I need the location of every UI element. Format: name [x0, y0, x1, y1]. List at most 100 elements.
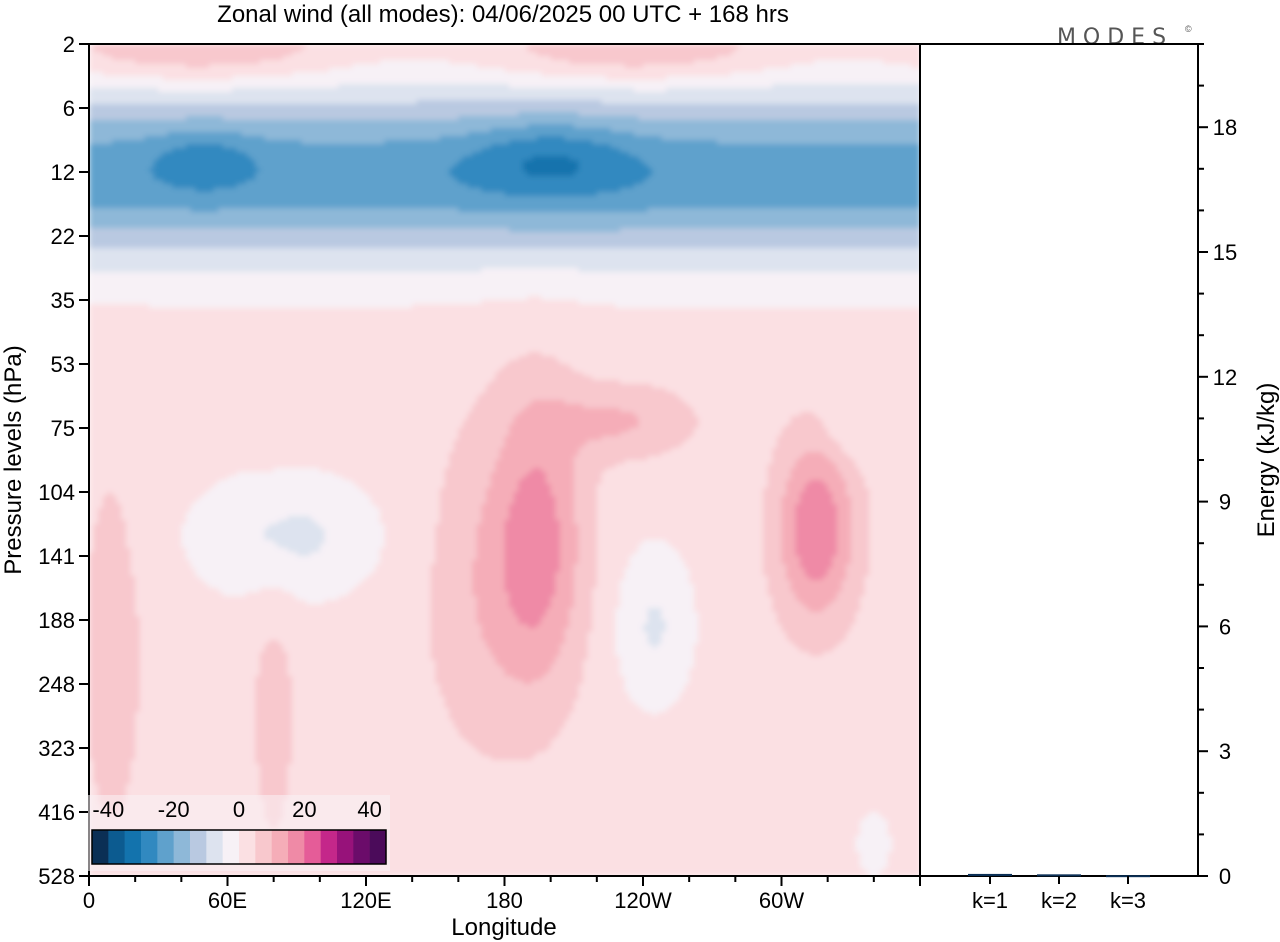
heat-cell [795, 44, 801, 49]
heat-cell [550, 116, 556, 121]
heat-cell [541, 76, 547, 81]
heat-cell [426, 136, 432, 141]
heat-cell [342, 124, 349, 129]
heat-cell [763, 76, 769, 81]
heat-cell [486, 108, 492, 113]
heat-cell [232, 44, 238, 49]
heat-cell [255, 92, 261, 97]
heat-cell [799, 108, 806, 113]
heat-cell [241, 128, 247, 133]
heat-cell [379, 52, 386, 57]
heat-cell [439, 60, 446, 65]
heat-cell [481, 132, 487, 137]
heat-cell [499, 48, 506, 53]
heat-cell [610, 64, 616, 69]
heat-cell [430, 148, 436, 153]
heat-cell [421, 140, 427, 145]
heat-cell [499, 128, 506, 133]
heat-cell [329, 152, 335, 157]
heat-cell [310, 124, 316, 129]
heat-cell [573, 60, 579, 65]
heat-cell [162, 84, 169, 89]
heat-cell [287, 56, 293, 61]
heat-cell [661, 112, 667, 117]
heat-cell [536, 84, 543, 89]
heat-cell [329, 124, 335, 129]
heat-cell [338, 64, 344, 69]
heat-cell [361, 88, 367, 93]
heat-cell [407, 132, 413, 137]
heat-cell [458, 44, 464, 49]
heat-cell [375, 116, 381, 121]
heat-cell [569, 124, 575, 129]
heat-cell [629, 124, 635, 129]
heat-cell [130, 148, 136, 153]
heat-cell [832, 76, 838, 81]
heat-cell [679, 100, 686, 105]
heat-cell [462, 92, 469, 97]
heat-cell [712, 140, 718, 145]
heat-cell [546, 72, 552, 77]
heat-cell [864, 100, 870, 105]
heat-cell [412, 152, 418, 157]
heat-cell [499, 68, 506, 73]
heat-cell [490, 100, 496, 105]
heat-cell [121, 104, 127, 109]
heat-cell [823, 116, 829, 121]
heat-cell [185, 104, 192, 109]
heat-cell [305, 52, 312, 57]
heat-cell [504, 84, 510, 89]
heat-cell [324, 120, 330, 125]
heat-cell [467, 116, 473, 121]
heat-cell [578, 80, 584, 85]
heat-cell [218, 132, 224, 137]
heat-cell [763, 64, 769, 69]
heat-cell [841, 132, 847, 137]
heat-cell [518, 96, 524, 101]
heat-cell [786, 140, 792, 145]
heat-cell [832, 136, 838, 141]
heat-cell [481, 48, 487, 53]
heat-cell [449, 48, 455, 53]
heat-cell [666, 80, 672, 85]
heat-cell [629, 88, 635, 93]
heat-cell [393, 136, 399, 141]
heat-cell [402, 132, 409, 137]
heat-cell [643, 124, 649, 129]
heat-cell [135, 136, 141, 141]
heat-cell [739, 76, 746, 81]
heat-cell [532, 48, 538, 53]
heat-cell [703, 152, 709, 157]
heat-cell [795, 56, 801, 61]
heat-cell [744, 148, 750, 153]
heat-cell [615, 68, 621, 73]
heat-cell [259, 104, 266, 109]
heat-cell [781, 68, 787, 73]
heat-cell [495, 84, 501, 89]
heat-cell [213, 148, 219, 153]
heat-cell [809, 140, 815, 145]
heat-cell [832, 88, 838, 93]
heat-cell [315, 132, 321, 137]
heat-cell [633, 116, 639, 121]
heat-cell [375, 108, 381, 113]
heat-cell [509, 84, 515, 89]
heat-cell [499, 120, 506, 125]
heat-cell [333, 64, 339, 69]
heat-cell [490, 76, 496, 81]
heat-cell [453, 132, 459, 137]
heat-cell [278, 68, 284, 73]
heat-cell [541, 128, 547, 133]
heat-cell [522, 44, 529, 49]
heat-cell [527, 72, 533, 77]
heat-cell [370, 52, 376, 57]
heat-cell [906, 140, 912, 145]
heat-cell [666, 44, 672, 49]
heat-cell [619, 100, 626, 105]
heat-cell [749, 92, 755, 97]
heat-cell [102, 72, 109, 77]
heat-cell [679, 56, 686, 61]
heat-cell [426, 140, 432, 145]
heat-cell [342, 48, 349, 53]
heat-cell [181, 44, 187, 49]
